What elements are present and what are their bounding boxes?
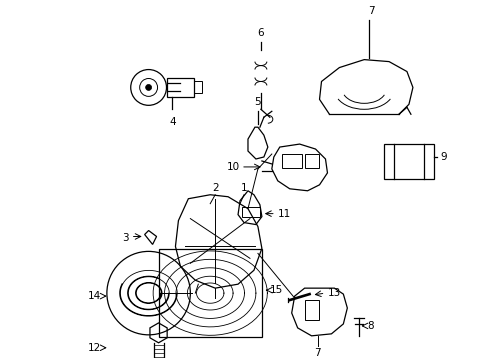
Text: 14: 14: [87, 291, 101, 301]
Text: 10: 10: [226, 162, 240, 172]
Bar: [166, 77, 194, 97]
Text: 12: 12: [87, 343, 101, 353]
Text: 3: 3: [122, 234, 128, 243]
Bar: [304, 300, 318, 320]
Text: 2: 2: [211, 183, 218, 193]
Text: 6: 6: [257, 28, 264, 38]
Text: 7: 7: [367, 6, 374, 16]
Bar: [281, 154, 301, 168]
Bar: [383, 144, 433, 179]
Text: 5: 5: [254, 97, 261, 107]
Text: 15: 15: [269, 285, 283, 295]
Circle shape: [145, 85, 151, 90]
Text: 1: 1: [240, 183, 247, 193]
Text: 9: 9: [440, 152, 447, 162]
Bar: [242, 207, 259, 217]
Text: 8: 8: [366, 321, 373, 331]
Bar: [158, 249, 262, 337]
Text: 13: 13: [327, 288, 340, 298]
Bar: [194, 81, 202, 93]
Bar: [304, 154, 318, 168]
Text: 11: 11: [277, 209, 290, 219]
Text: 4: 4: [169, 117, 175, 127]
Text: 7: 7: [314, 348, 320, 358]
